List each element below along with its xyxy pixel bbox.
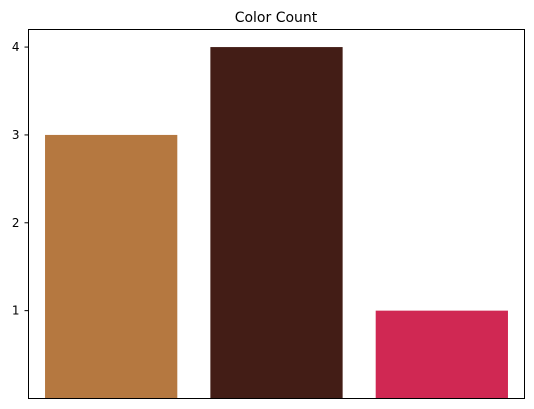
- y-tick-label: 3: [12, 128, 20, 142]
- y-tick-label: 4: [12, 40, 20, 54]
- chart-title: Color Count: [235, 10, 318, 26]
- bar-3: [375, 310, 508, 399]
- bar-2: [210, 47, 343, 399]
- y-tick-label: 2: [12, 216, 20, 230]
- y-ticks-layer: 1 2 3 4: [12, 40, 29, 318]
- plot-frame: [28, 29, 525, 399]
- y-tick-label: 1: [12, 304, 20, 318]
- bar-1: [45, 134, 178, 399]
- bars-layer: [45, 47, 508, 399]
